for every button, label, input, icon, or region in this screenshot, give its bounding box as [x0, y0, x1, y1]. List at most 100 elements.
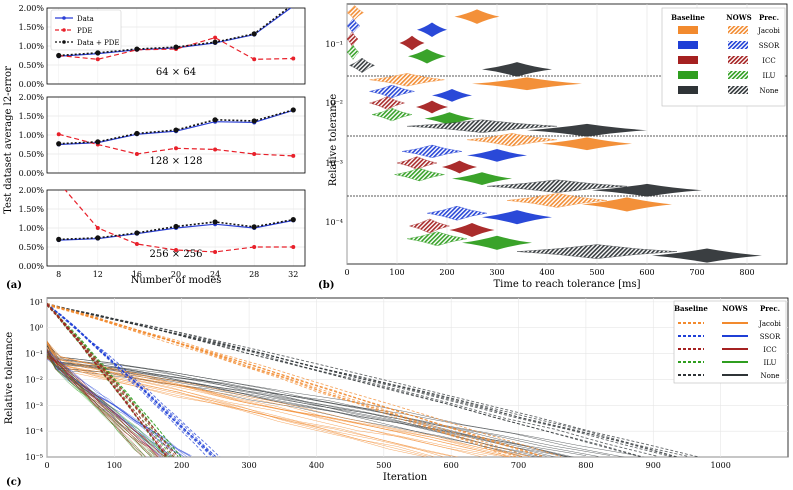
- c-xtick-label: 1000: [710, 461, 730, 470]
- c-curve-none-baseline: [47, 303, 678, 457]
- b-legend-baseline-swatch: [678, 56, 698, 64]
- a-marker: [56, 236, 62, 242]
- a-marker: [174, 146, 178, 151]
- a-legend-marker: [62, 28, 66, 32]
- a-subplot-title: 64 × 64: [156, 67, 196, 78]
- a-marker: [290, 107, 296, 113]
- c-curve-jacobi-nows: [47, 342, 508, 457]
- c-xtick-label: 400: [309, 461, 324, 470]
- b-violin-none-nows: [486, 179, 628, 193]
- a-marker: [291, 153, 296, 158]
- a-marker: [291, 245, 296, 249]
- c-xtick-label: 300: [241, 461, 256, 470]
- b-ytick-label: 10⁻²: [325, 99, 343, 108]
- a-legend-marker: [62, 16, 66, 20]
- b-legend-header: NOWS: [726, 13, 751, 22]
- c-legend-header: NOWS: [722, 304, 747, 313]
- b-violin-icc-baseline: [442, 160, 477, 174]
- c-curve-jacobi-baseline: [47, 303, 544, 457]
- a-ytick-label: 0.00%: [19, 169, 45, 178]
- b-legend-baseline-swatch: [678, 26, 698, 34]
- b-xtick-label: 800: [739, 268, 754, 277]
- b-violin-ssor-baseline: [467, 149, 527, 162]
- a-marker: [213, 35, 218, 40]
- b-violin-ssor-baseline: [417, 22, 447, 38]
- c-curve-jacobi-nows: [47, 348, 459, 457]
- c-curve-icc-nows: [47, 355, 143, 457]
- b-ytick-label: 10⁻¹: [325, 40, 343, 49]
- a-xtick-label: 24: [210, 270, 220, 279]
- c-curve-none-nows: [47, 351, 538, 457]
- a-marker: [252, 57, 257, 62]
- a-legend: Data PDE Data + PDE: [50, 9, 122, 51]
- c-curve-jacobi-nows: [47, 340, 509, 457]
- a-marker: [174, 248, 178, 253]
- a-ytick-label: 2.00%: [19, 93, 45, 102]
- a-ytick-label: 0.00%: [19, 262, 45, 271]
- b-legend-baseline-swatch: [678, 41, 698, 49]
- c-ylabel: Relative tolerance: [4, 332, 15, 425]
- b-violin-ilu-nows: [406, 231, 468, 247]
- b-violin-none-baseline: [652, 248, 762, 263]
- a-xtick-label: 12: [93, 270, 103, 279]
- b-xtick-label: 500: [589, 268, 604, 277]
- c-legend-label: ICC: [763, 346, 776, 354]
- b-violin-ilu-baseline: [462, 235, 532, 250]
- b-legend-label: Jacobi: [757, 27, 781, 35]
- b-violin-icc-nows: [396, 156, 438, 170]
- b-legend-nows-swatch: [728, 56, 748, 64]
- a-marker: [95, 57, 100, 62]
- b-violin-jacobi-nows: [466, 133, 558, 147]
- c-ytick-label: 10⁻²: [25, 375, 43, 384]
- b-violin-ilu-baseline: [408, 48, 446, 64]
- b-legend-label: SSOR: [759, 42, 780, 50]
- c-axes: 0 100 200 300 400 500 600 700 800 900 1000 10¹ 10⁰ 10…: [25, 298, 730, 470]
- c-curve-icc-nows: [47, 354, 159, 457]
- c-ytick-label: 10⁻³: [25, 401, 43, 410]
- c-curve-jacobi-nows: [47, 348, 498, 456]
- a-marker: [173, 223, 179, 230]
- b-violin-icc-nows: [409, 218, 450, 234]
- a-marker: [290, 217, 296, 223]
- a-legend-label: PDE: [77, 27, 92, 35]
- b-legend-header: Prec.: [759, 13, 779, 22]
- c-lines: [47, 302, 700, 457]
- b-legend-label: ILU: [763, 72, 776, 80]
- c-curve-jacobi-nows: [47, 343, 484, 457]
- c-curve-jacobi-baseline: [47, 303, 540, 457]
- a-marker: [57, 180, 61, 184]
- a-xtick-label: 16: [132, 270, 142, 279]
- b-violin-icc-baseline: [399, 35, 425, 51]
- b-violin-ilu-baseline: [424, 112, 475, 125]
- b-violin-ssor-nows: [369, 84, 415, 98]
- c-panel-label: (c): [6, 477, 22, 488]
- c-ytick-label: 10¹: [30, 298, 43, 307]
- b-xtick-label: 600: [639, 268, 654, 277]
- subplot-256: 0.00% 0.50% 1.00% 1.50% 2.00% 256 × 256 8 12 16 2…: [19, 180, 306, 279]
- b-legend-nows-swatch: [728, 26, 748, 34]
- b-panel-label: (b): [318, 280, 334, 291]
- a-marker: [95, 226, 100, 230]
- b-violin-jacobi-baseline: [542, 137, 632, 151]
- c-legend-label: None: [761, 372, 780, 380]
- a-marker: [291, 56, 296, 61]
- a-marker: [134, 230, 140, 236]
- c-curve-icc-baseline: [47, 304, 179, 457]
- a-ytick-label: 0.50%: [19, 243, 45, 252]
- b-xtick-label: 200: [439, 268, 454, 277]
- b-violin-none-baseline: [482, 62, 552, 77]
- panel-b: 0 100 200 300 400 500 600 700 800 10⁻¹ 10⁻² 10⁻³ 10⁻…: [318, 3, 788, 291]
- a-subplot-title: 128 × 128: [150, 156, 203, 167]
- a-marker: [251, 31, 257, 37]
- a-marker: [213, 147, 218, 152]
- c-xtick-label: 700: [511, 461, 526, 470]
- c-curve-icc-baseline: [47, 303, 168, 457]
- b-violin-none-nows: [406, 119, 558, 133]
- b-legend-baseline-swatch: [678, 86, 698, 94]
- b-legend-nows-swatch: [728, 71, 748, 79]
- b-legend-nows-swatch: [728, 86, 748, 94]
- c-xtick-label: 500: [376, 461, 391, 470]
- a-ytick-label: 1.50%: [19, 205, 45, 214]
- b-violin-icc-nows: [369, 96, 405, 110]
- c-curve-ilu-baseline: [47, 304, 182, 457]
